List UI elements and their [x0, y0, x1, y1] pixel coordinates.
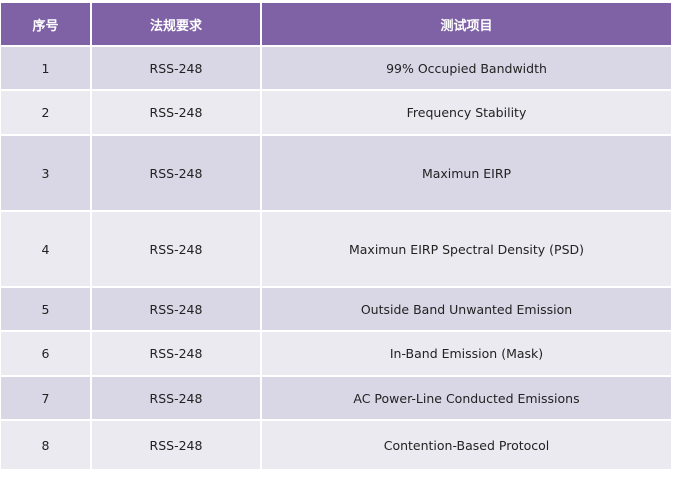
cell-serial-number: 4: [1, 212, 92, 288]
table-row: 5 RSS-248 Outside Band Unwanted Emission: [1, 288, 671, 332]
table-row: 2 RSS-248 Frequency Stability: [1, 91, 671, 136]
cell-regulation: RSS-248: [92, 212, 262, 288]
test-items-table: 序号 法规要求 测试项目 1 RSS-248 99% Occupied Band…: [1, 3, 671, 471]
cell-test-item: Maximun EIRP Spectral Density (PSD): [262, 212, 671, 288]
cell-test-item: Contention-Based Protocol: [262, 421, 671, 471]
cell-regulation: RSS-248: [92, 47, 262, 91]
cell-regulation: RSS-248: [92, 288, 262, 332]
cell-serial-number: 2: [1, 91, 92, 136]
cell-test-item: AC Power-Line Conducted Emissions: [262, 377, 671, 421]
cell-test-item: Outside Band Unwanted Emission: [262, 288, 671, 332]
header-row: 序号 法规要求 测试项目: [1, 3, 671, 47]
cell-serial-number: 3: [1, 136, 92, 212]
cell-test-item: In-Band Emission (Mask): [262, 332, 671, 377]
table-row: 3 RSS-248 Maximun EIRP: [1, 136, 671, 212]
cell-regulation: RSS-248: [92, 136, 262, 212]
table-row: 7 RSS-248 AC Power-Line Conducted Emissi…: [1, 377, 671, 421]
cell-test-item: 99% Occupied Bandwidth: [262, 47, 671, 91]
table-row: 6 RSS-248 In-Band Emission (Mask): [1, 332, 671, 377]
table-row: 1 RSS-248 99% Occupied Bandwidth: [1, 47, 671, 91]
header-regulation: 法规要求: [92, 3, 262, 47]
cell-serial-number: 6: [1, 332, 92, 377]
cell-regulation: RSS-248: [92, 377, 262, 421]
cell-serial-number: 1: [1, 47, 92, 91]
cell-regulation: RSS-248: [92, 91, 262, 136]
cell-test-item: Frequency Stability: [262, 91, 671, 136]
header-serial-number: 序号: [1, 3, 92, 47]
table-body: 1 RSS-248 99% Occupied Bandwidth 2 RSS-2…: [1, 47, 671, 471]
table-header: 序号 法规要求 测试项目: [1, 3, 671, 47]
cell-serial-number: 8: [1, 421, 92, 471]
table-row: 4 RSS-248 Maximun EIRP Spectral Density …: [1, 212, 671, 288]
cell-serial-number: 7: [1, 377, 92, 421]
table-row: 8 RSS-248 Contention-Based Protocol: [1, 421, 671, 471]
cell-test-item: Maximun EIRP: [262, 136, 671, 212]
test-items-table-container: 序号 法规要求 测试项目 1 RSS-248 99% Occupied Band…: [1, 3, 671, 471]
header-test-item: 测试项目: [262, 3, 671, 47]
cell-regulation: RSS-248: [92, 332, 262, 377]
cell-serial-number: 5: [1, 288, 92, 332]
cell-regulation: RSS-248: [92, 421, 262, 471]
